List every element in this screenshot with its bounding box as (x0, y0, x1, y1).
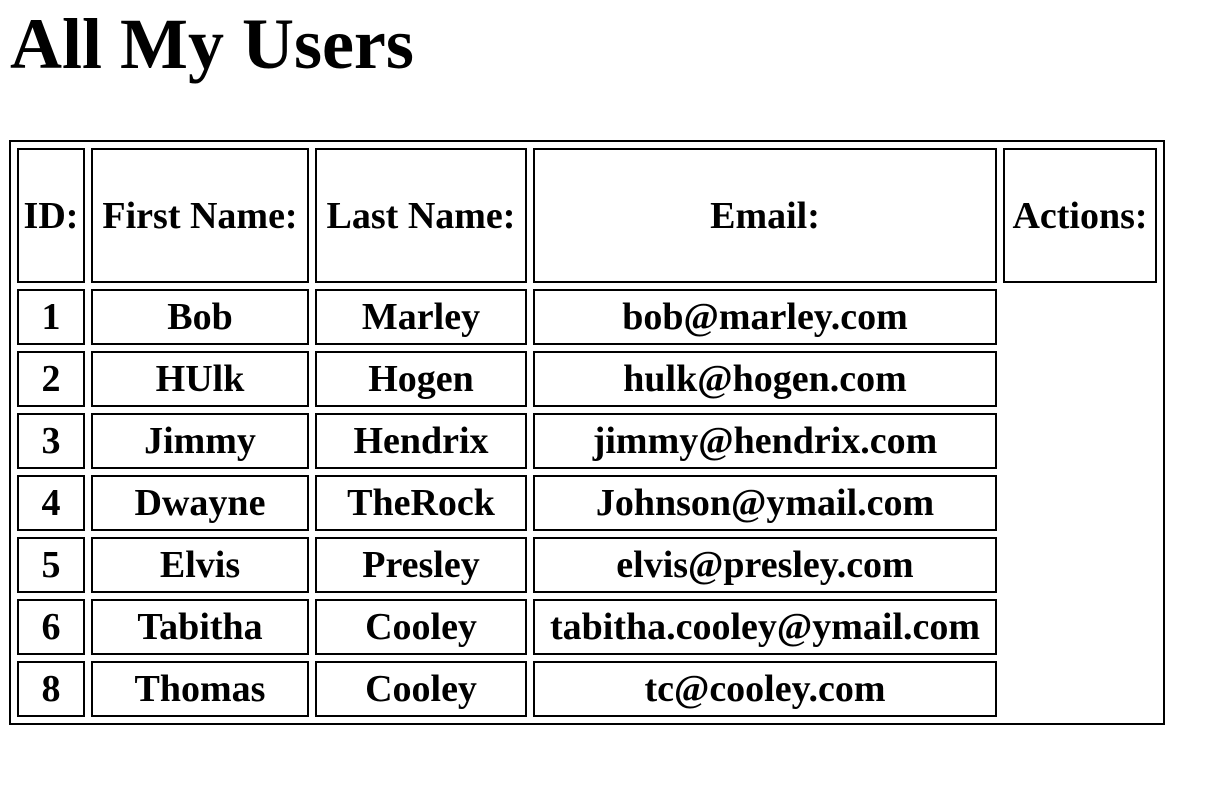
cell-email: jimmy@hendrix.com (533, 413, 997, 469)
cell-first-name: Bob (91, 289, 309, 345)
page-title: All My Users (10, 4, 414, 84)
table-row: 8 Thomas Cooley tc@cooley.com (17, 661, 1157, 717)
cell-email: Johnson@ymail.com (533, 475, 997, 531)
cell-last-name: Hogen (315, 351, 527, 407)
cell-last-name: Presley (315, 537, 527, 593)
cell-id: 5 (17, 537, 85, 593)
header-email: Email: (533, 148, 997, 283)
users-table: ID: First Name: Last Name: Email: Action… (9, 140, 1165, 725)
cell-actions (1003, 661, 1157, 717)
header-id: ID: (17, 148, 85, 283)
cell-actions (1003, 599, 1157, 655)
cell-first-name: Elvis (91, 537, 309, 593)
cell-email: tc@cooley.com (533, 661, 997, 717)
cell-first-name: Tabitha (91, 599, 309, 655)
cell-first-name: Jimmy (91, 413, 309, 469)
cell-first-name: HUlk (91, 351, 309, 407)
cell-email: tabitha.cooley@ymail.com (533, 599, 997, 655)
cell-email: elvis@presley.com (533, 537, 997, 593)
cell-last-name: Marley (315, 289, 527, 345)
cell-id: 8 (17, 661, 85, 717)
cell-email: hulk@hogen.com (533, 351, 997, 407)
table-row: 4 Dwayne TheRock Johnson@ymail.com (17, 475, 1157, 531)
cell-last-name: TheRock (315, 475, 527, 531)
table-row: 6 Tabitha Cooley tabitha.cooley@ymail.co… (17, 599, 1157, 655)
cell-email: bob@marley.com (533, 289, 997, 345)
cell-id: 1 (17, 289, 85, 345)
cell-actions (1003, 537, 1157, 593)
cell-first-name: Thomas (91, 661, 309, 717)
cell-first-name: Dwayne (91, 475, 309, 531)
header-first-name: First Name: (91, 148, 309, 283)
table-header-row: ID: First Name: Last Name: Email: Action… (17, 148, 1157, 283)
header-last-name: Last Name: (315, 148, 527, 283)
cell-actions (1003, 475, 1157, 531)
cell-actions (1003, 351, 1157, 407)
cell-id: 3 (17, 413, 85, 469)
cell-last-name: Cooley (315, 599, 527, 655)
header-actions: Actions: (1003, 148, 1157, 283)
cell-actions (1003, 289, 1157, 345)
table-row: 3 Jimmy Hendrix jimmy@hendrix.com (17, 413, 1157, 469)
cell-last-name: Cooley (315, 661, 527, 717)
cell-actions (1003, 413, 1157, 469)
cell-last-name: Hendrix (315, 413, 527, 469)
table-row: 2 HUlk Hogen hulk@hogen.com (17, 351, 1157, 407)
cell-id: 2 (17, 351, 85, 407)
table-row: 5 Elvis Presley elvis@presley.com (17, 537, 1157, 593)
table-row: 1 Bob Marley bob@marley.com (17, 289, 1157, 345)
cell-id: 4 (17, 475, 85, 531)
cell-id: 6 (17, 599, 85, 655)
